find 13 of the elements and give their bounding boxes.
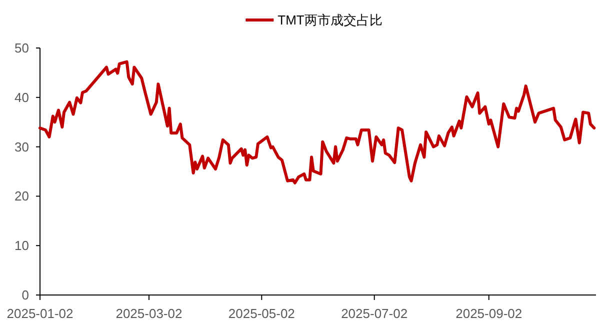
x-tick-label: 2025-09-02 [456,306,522,321]
x-tick-label: 2025-07-02 [341,306,408,321]
y-tick-label: 50 [14,40,29,56]
x-tick-label: 2025-05-02 [228,306,295,321]
x-tick-label: 2025-03-02 [116,306,182,321]
legend-label: TMT两市成交占比 [278,12,382,28]
y-tick-label: 0 [22,288,29,302]
x-tick-label: 2025-01-02 [6,306,74,321]
y-tick-label: 10 [14,238,29,254]
y-tick-label: 20 [14,188,29,204]
y-tick-label: 40 [14,90,29,105]
y-tick-label: 30 [14,139,29,154]
legend: TMT两市成交占比 [246,12,382,28]
